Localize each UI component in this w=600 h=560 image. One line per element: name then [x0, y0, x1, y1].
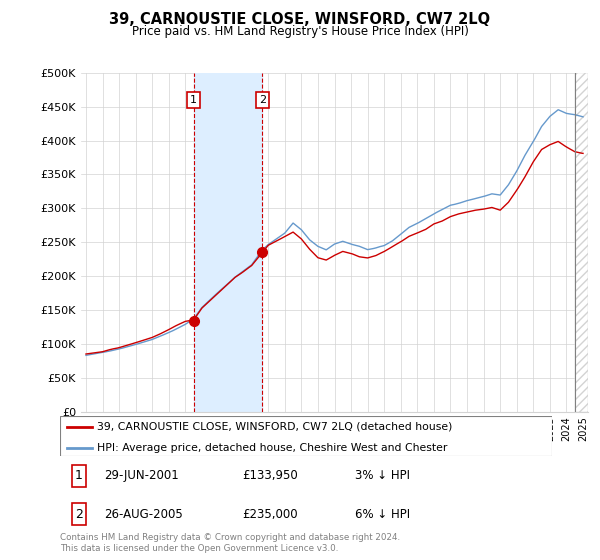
- Text: Price paid vs. HM Land Registry's House Price Index (HPI): Price paid vs. HM Land Registry's House …: [131, 25, 469, 38]
- Text: £235,000: £235,000: [242, 508, 298, 521]
- Text: 39, CARNOUSTIE CLOSE, WINSFORD, CW7 2LQ (detached house): 39, CARNOUSTIE CLOSE, WINSFORD, CW7 2LQ …: [97, 422, 452, 432]
- Text: 26-AUG-2005: 26-AUG-2005: [104, 508, 183, 521]
- Text: 6% ↓ HPI: 6% ↓ HPI: [355, 508, 410, 521]
- Bar: [575, 73, 588, 412]
- Text: 29-JUN-2001: 29-JUN-2001: [104, 469, 179, 482]
- Text: HPI: Average price, detached house, Cheshire West and Chester: HPI: Average price, detached house, Ches…: [97, 442, 447, 452]
- FancyBboxPatch shape: [72, 465, 86, 487]
- Text: 1: 1: [190, 95, 197, 105]
- Text: 1: 1: [75, 469, 83, 482]
- Bar: [575, 73, 588, 412]
- Text: 39, CARNOUSTIE CLOSE, WINSFORD, CW7 2LQ: 39, CARNOUSTIE CLOSE, WINSFORD, CW7 2LQ: [109, 12, 491, 27]
- Text: 2: 2: [259, 95, 266, 105]
- FancyBboxPatch shape: [72, 503, 86, 525]
- Text: Contains HM Land Registry data © Crown copyright and database right 2024.
This d: Contains HM Land Registry data © Crown c…: [60, 533, 400, 553]
- Bar: [194, 73, 262, 412]
- Text: 2: 2: [75, 508, 83, 521]
- Text: 3% ↓ HPI: 3% ↓ HPI: [355, 469, 410, 482]
- Text: £133,950: £133,950: [242, 469, 298, 482]
